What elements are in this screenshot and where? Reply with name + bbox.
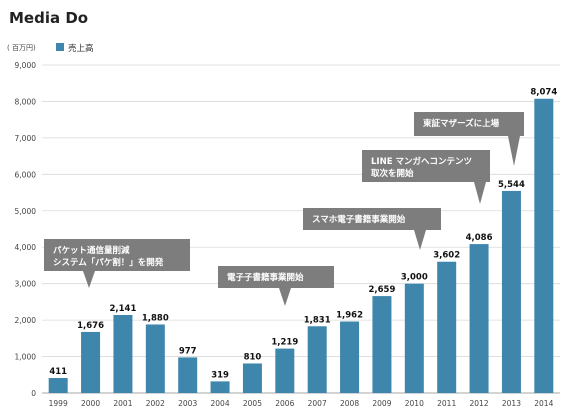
x-tick-label: 2002: [146, 399, 165, 408]
callout-box: [44, 239, 190, 271]
bar-2013: [501, 190, 521, 393]
legend-label: 売上高: [68, 43, 94, 54]
data-labels: 411 1,676 2,141 1,880 977 319 810 1,219 1,831 1,9…: [49, 88, 557, 381]
x-tick-label: 2011: [437, 399, 456, 408]
x-tick-label: 2004: [211, 399, 230, 408]
callout-pointer: [83, 271, 95, 288]
unit-label: ( 百万円): [7, 44, 36, 52]
callout-text: パケット通信量削減: [53, 245, 130, 256]
x-tick-label: 2009: [372, 399, 391, 408]
y-tick-label: 1,000: [15, 353, 37, 362]
y-tick-label: 3,000: [15, 280, 37, 289]
x-tick-label: 2013: [502, 399, 521, 408]
callout-pointer: [474, 182, 486, 204]
data-label: 8,074: [530, 88, 557, 98]
bar-1999: [48, 378, 68, 393]
y-tick-label: 0: [31, 389, 36, 398]
bar-2008: [340, 321, 360, 393]
callout-text: 電子子書籍事業開始: [227, 272, 304, 283]
data-label: 1,962: [336, 310, 363, 320]
data-label: 4,086: [466, 233, 493, 243]
callout-pointer: [508, 136, 520, 166]
data-label: 411: [49, 367, 67, 377]
bar-2005: [242, 363, 262, 393]
data-label: 2,141: [109, 304, 136, 314]
bar-2006: [275, 348, 295, 393]
bar-2014: [534, 98, 554, 393]
callout-box: [362, 150, 490, 182]
data-label: 3,602: [433, 251, 460, 261]
annotation-callout: スマホ電子書籍事業開始: [303, 208, 441, 250]
bar-2000: [81, 331, 101, 393]
x-tick-label: 2014: [534, 399, 553, 408]
bar-2003: [178, 357, 198, 393]
x-tick-label: 1999: [49, 399, 68, 408]
bar-2002: [145, 324, 165, 393]
bar-2001: [113, 314, 133, 393]
bar-2004: [210, 381, 230, 393]
data-label: 1,676: [77, 321, 104, 331]
callout-text: LINE マンガへコンテンツ: [371, 156, 472, 167]
callout-pointer: [414, 230, 426, 250]
legend-swatch: [56, 43, 64, 51]
data-label: 810: [244, 352, 262, 362]
bar-2012: [469, 244, 489, 393]
data-label: 1,831: [304, 315, 331, 325]
data-label: 5,544: [498, 180, 525, 190]
data-label: 1,880: [142, 313, 169, 323]
x-tick-label: 2012: [470, 399, 489, 408]
callout-box: [218, 266, 334, 288]
y-tick-label: 7,000: [15, 134, 37, 143]
data-label: 3,000: [401, 273, 428, 283]
bar-2010: [404, 283, 424, 393]
data-label: 2,659: [368, 285, 395, 295]
data-label: 1,219: [271, 338, 298, 348]
x-tick-label: 2007: [308, 399, 327, 408]
y-tick-label: 5,000: [15, 207, 37, 216]
bar-2009: [372, 296, 392, 393]
callout-text: 東証マザーズに上場: [423, 118, 500, 129]
callout-box: [303, 208, 441, 230]
legend: 売上高: [56, 43, 94, 54]
data-label: 319: [211, 370, 229, 380]
annotation-callout: 東証マザーズに上場: [414, 112, 524, 166]
callout-text: スマホ電子書籍事業開始: [312, 214, 406, 225]
x-tick-label: 2008: [340, 399, 359, 408]
callout-box: [414, 112, 524, 136]
chart-title: Media Do: [9, 9, 88, 27]
x-tick-label: 2010: [405, 399, 424, 408]
callout-text: 取次を開始: [371, 168, 414, 179]
y-axis-ticks: 0 1,000 2,000 3,000 4,000 5,000 6,000 7,000 8,00…: [15, 61, 37, 398]
callout-text: システム「パケ割！」を開発: [53, 257, 164, 268]
x-tick-label: 2005: [243, 399, 262, 408]
x-tick-label: 2006: [275, 399, 294, 408]
y-tick-label: 9,000: [15, 61, 37, 70]
y-tick-label: 6,000: [15, 170, 37, 179]
annotation-callout: 電子子書籍事業開始: [218, 266, 334, 306]
bar-2007: [307, 326, 327, 393]
x-axis-ticks: 1999 2000 2001 2002 2003 2004 2005 2006 2007 2008…: [49, 399, 554, 408]
x-tick-label: 2001: [113, 399, 132, 408]
y-tick-label: 2,000: [15, 316, 37, 325]
x-tick-label: 2000: [81, 399, 100, 408]
bar-2011: [437, 261, 457, 393]
data-label: 977: [179, 346, 197, 356]
y-tick-label: 8,000: [15, 97, 37, 106]
y-tick-label: 4,000: [15, 243, 37, 252]
x-tick-label: 2003: [178, 399, 197, 408]
callout-pointer: [279, 288, 291, 306]
bars: [48, 98, 554, 393]
